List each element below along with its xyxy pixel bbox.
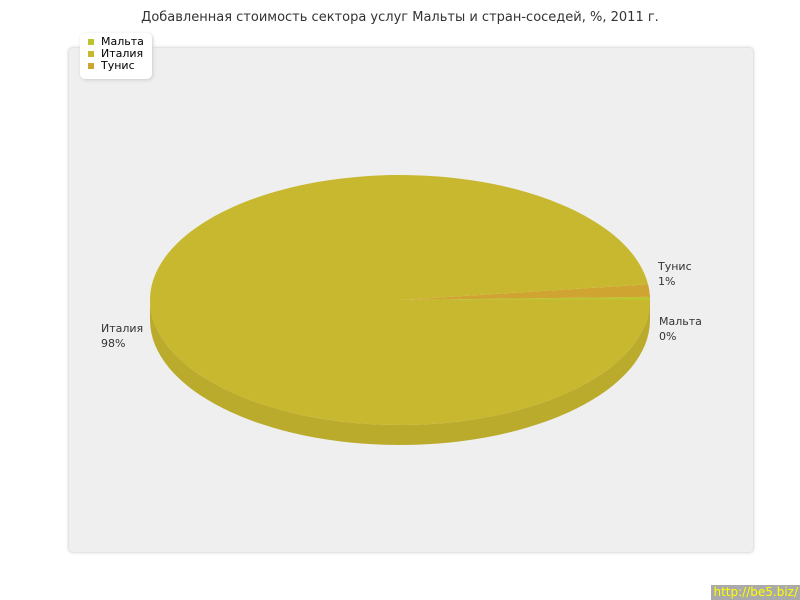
legend-swatch	[88, 51, 94, 57]
data-label-tunisia: Тунис 1%	[658, 259, 692, 289]
legend-item-tunisia[interactable]: Тунис	[80, 60, 152, 72]
credit-link[interactable]: http://be5.biz/	[711, 585, 800, 600]
pie-side-Италия	[150, 300, 650, 445]
data-label-value: 98%	[101, 337, 126, 350]
legend: Мальта Италия Тунис	[80, 33, 152, 79]
legend-label: Италия	[101, 47, 144, 60]
data-label-name: Тунис	[658, 260, 692, 273]
chart-title: Добавленная стоимость сектора услуг Маль…	[141, 10, 659, 25]
pie-slice-Тунис[interactable]	[400, 284, 650, 300]
data-label-italy: Италия 98%	[101, 321, 143, 351]
data-label-value: 0%	[659, 330, 677, 343]
pie-slice-Италия[interactable]	[150, 174, 651, 425]
legend-item-malta[interactable]: Мальта	[80, 36, 152, 48]
data-label-name: Мальта	[659, 315, 702, 328]
data-label-value: 1%	[658, 275, 676, 288]
legend-swatch	[88, 63, 94, 69]
data-label-malta: Мальта 0%	[659, 314, 702, 344]
legend-label: Мальта	[101, 35, 144, 48]
legend-item-italy[interactable]: Италия	[80, 48, 152, 60]
legend-label: Тунис	[101, 59, 135, 72]
legend-swatch	[88, 39, 94, 45]
data-label-name: Италия	[101, 322, 144, 335]
pie-slice-Мальта[interactable]	[400, 296, 650, 300]
